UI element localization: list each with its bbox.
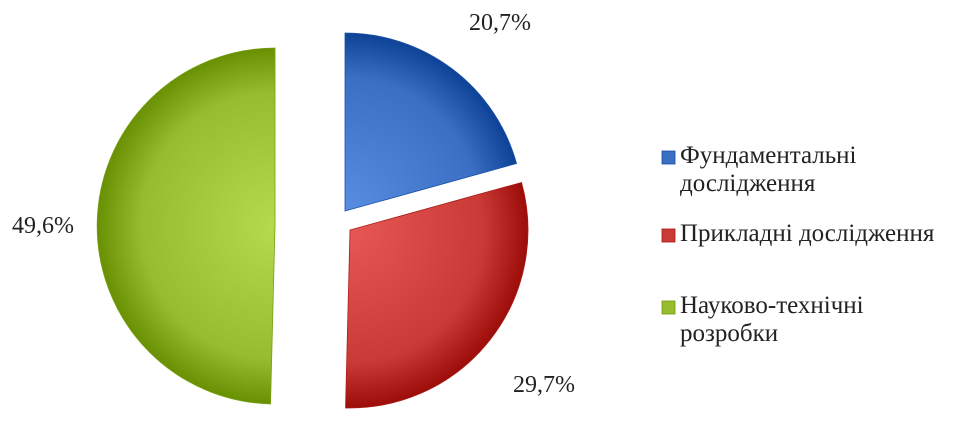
legend-marker-3 [661,300,676,315]
legend: Фундаментальні дослідження Прикладні дослі… [661,142,935,347]
data-labels-layer: 20,7% 29,7% 49,6% [12,10,575,398]
data-label-slice-3: 49,6% [12,213,74,239]
legend-marker-2 [661,228,676,243]
legend-marker-1 [661,150,676,165]
pie-slice-3 [96,47,276,405]
pie-slice-1 [344,32,518,212]
data-label-slice-2: 29,7% [513,372,575,398]
data-label-slice-1: 20,7% [469,10,531,36]
pie-slice-2 [345,181,529,409]
legend-label-2: Прикладні дослідження [680,220,935,247]
legend-label-1: Фундаментальні дослідження [680,142,857,197]
slices-layer [96,32,529,409]
legend-entry-3: Науково-технічні розробки [661,292,864,347]
legend-entry-2: Прикладні дослідження [661,220,935,247]
legend-entry-1: Фундаментальні дослідження [661,142,857,197]
legend-label-3: Науково-технічні розробки [680,292,864,347]
